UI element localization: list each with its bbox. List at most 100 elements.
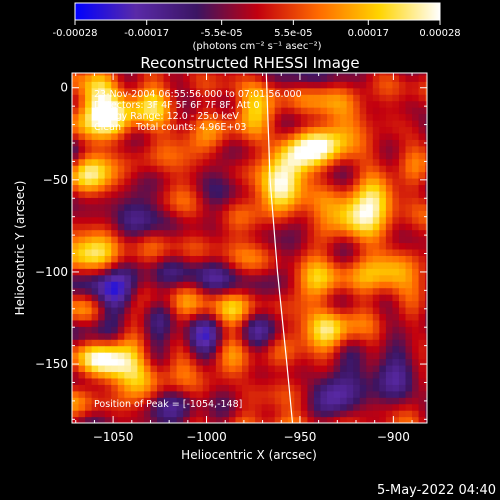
heatmap-cell bbox=[111, 74, 119, 82]
heatmap-cell bbox=[196, 87, 204, 95]
heatmap-cell bbox=[242, 326, 250, 334]
heatmap-cell bbox=[281, 139, 289, 147]
heatmap-cell bbox=[307, 255, 315, 263]
heatmap-cell bbox=[183, 306, 191, 314]
heatmap-cell bbox=[209, 113, 217, 121]
heatmap-cell bbox=[333, 190, 341, 198]
plot-frame bbox=[71, 72, 428, 424]
heatmap-cell bbox=[412, 100, 420, 108]
heatmap-cell bbox=[157, 152, 165, 160]
heatmap-cell bbox=[137, 364, 145, 373]
heatmap-cell bbox=[346, 158, 354, 166]
heatmap-cell bbox=[150, 242, 158, 250]
heatmap-cell bbox=[340, 377, 348, 385]
heatmap-cell bbox=[150, 139, 158, 147]
heatmap-cell bbox=[274, 248, 282, 256]
heatmap-cell bbox=[353, 190, 361, 198]
heatmap-cell bbox=[333, 306, 341, 314]
heatmap-cell bbox=[170, 268, 178, 276]
heatmap-cell bbox=[405, 87, 413, 95]
heatmap-cell bbox=[392, 190, 400, 198]
heatmap-cell bbox=[340, 255, 348, 263]
heatmap-cell bbox=[78, 294, 86, 302]
heatmap-cell bbox=[346, 384, 354, 392]
heatmap-cell bbox=[372, 377, 380, 385]
heatmap-cell bbox=[117, 94, 125, 102]
heatmap-cell bbox=[313, 242, 322, 250]
heatmap-cell bbox=[137, 165, 145, 173]
heatmap-cell bbox=[379, 248, 387, 256]
heatmap-cell bbox=[78, 113, 86, 121]
heatmap-cell bbox=[78, 281, 86, 289]
heatmap-cell bbox=[385, 132, 394, 140]
heatmap-cell bbox=[215, 319, 224, 327]
heatmap-cell bbox=[372, 384, 380, 392]
heatmap-cell bbox=[228, 171, 237, 179]
heatmap-cell bbox=[85, 261, 93, 269]
heatmap-cell bbox=[320, 184, 328, 192]
heatmap-cell bbox=[196, 73, 204, 76]
heatmap-cell bbox=[111, 352, 119, 360]
heatmap-cell bbox=[78, 100, 86, 108]
heatmap-cell bbox=[366, 345, 374, 353]
heatmap-cell bbox=[255, 100, 263, 108]
heatmap-cell bbox=[320, 364, 328, 373]
heatmap-cell bbox=[425, 165, 427, 173]
heatmap-cell bbox=[196, 397, 204, 405]
heatmap-cell bbox=[300, 113, 309, 121]
heatmap-cell bbox=[124, 223, 132, 231]
heatmap-cell bbox=[235, 352, 243, 360]
heatmap-cell bbox=[242, 300, 250, 308]
heatmap-cell bbox=[85, 73, 93, 76]
heatmap-cell bbox=[255, 126, 263, 134]
heatmap-cell bbox=[300, 178, 309, 186]
heatmap-cell bbox=[170, 345, 178, 353]
heatmap-cell bbox=[379, 294, 387, 302]
heatmap-cell bbox=[228, 229, 237, 237]
heatmap-cell bbox=[340, 397, 348, 405]
heatmap-cell bbox=[340, 216, 348, 224]
heatmap-cell bbox=[392, 236, 400, 244]
heatmap-cell bbox=[170, 139, 178, 147]
heatmap-cell bbox=[398, 416, 407, 423]
heatmap-cell bbox=[248, 403, 256, 411]
heatmap-cell bbox=[104, 178, 112, 186]
heatmap-cell bbox=[183, 339, 191, 347]
heatmap-cell bbox=[98, 81, 106, 89]
heatmap-cell bbox=[359, 326, 367, 334]
heatmap-cell bbox=[104, 261, 112, 269]
heatmap-cell bbox=[137, 377, 145, 385]
heatmap-cell bbox=[398, 242, 407, 250]
heatmap-cell bbox=[98, 352, 106, 360]
heatmap-cell bbox=[104, 364, 112, 373]
heatmap-cell bbox=[353, 236, 361, 244]
heatmap-cell bbox=[209, 364, 217, 373]
heatmap-cell bbox=[261, 74, 269, 82]
heatmap-cell bbox=[287, 178, 295, 186]
heatmap-cell bbox=[150, 203, 158, 211]
heatmap-cell bbox=[359, 410, 367, 418]
heatmap-cell bbox=[143, 339, 152, 347]
heatmap-cell bbox=[196, 126, 204, 134]
heatmap-cell bbox=[255, 352, 263, 360]
heatmap-cell bbox=[320, 165, 328, 173]
heatmap-cell bbox=[340, 416, 348, 423]
heatmap-cell bbox=[215, 326, 224, 334]
heatmap-cell bbox=[412, 81, 420, 89]
heatmap-cell bbox=[294, 255, 302, 263]
heatmap-cell bbox=[242, 203, 250, 211]
heatmap-cell bbox=[392, 397, 400, 405]
heatmap-cell bbox=[340, 248, 348, 256]
heatmap-cell bbox=[340, 73, 348, 76]
heatmap-cell bbox=[202, 339, 210, 347]
heatmap-cell bbox=[202, 184, 210, 192]
heatmap-cell bbox=[385, 87, 394, 95]
heatmap-cell bbox=[78, 87, 86, 95]
heatmap-cell bbox=[137, 119, 145, 128]
heatmap-cell bbox=[117, 87, 125, 95]
heatmap-cell bbox=[359, 397, 367, 405]
heatmap-cell bbox=[294, 326, 302, 334]
heatmap-cell bbox=[287, 300, 295, 308]
heatmap-cell bbox=[353, 107, 361, 115]
heatmap-cell bbox=[340, 87, 348, 95]
